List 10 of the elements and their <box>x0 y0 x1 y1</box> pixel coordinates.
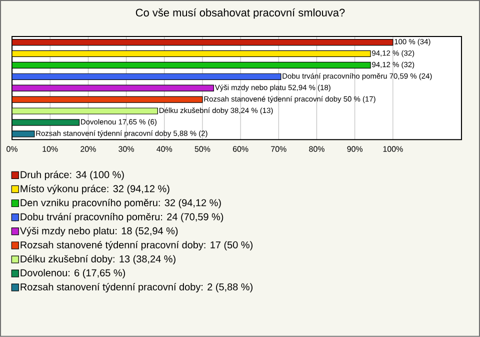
legend-label: Den vzniku pracovního poměru: 32 (94,12 %) <box>20 198 221 208</box>
chart-title: Co vše musí obsahovat pracovní smlouva? <box>136 8 345 19</box>
legend-label: Výši mzdy nebo platu: 18 (52,94 %) <box>20 226 178 236</box>
legend-label: Druh práce: 34 (100 %) <box>20 170 124 180</box>
legend-label: Dobu trvání pracovního poměru: 24 (70,59 %) <box>20 212 224 222</box>
legend-label: Délku zkušební doby: 13 (38,24 %) <box>20 255 176 264</box>
legend-label: Rozsah stanovení týdenní pracovní doby: 2 (5,88 %) <box>20 283 252 292</box>
legend-label: Místo výkonu práce: 32 (94,12 %) <box>20 184 170 194</box>
legend-label: Dovolenou: 6 (17,65 %) <box>20 269 125 278</box>
legend-label: Rozsah stanovené týdenní pracovní doby: 17 (50 %) <box>20 241 252 250</box>
